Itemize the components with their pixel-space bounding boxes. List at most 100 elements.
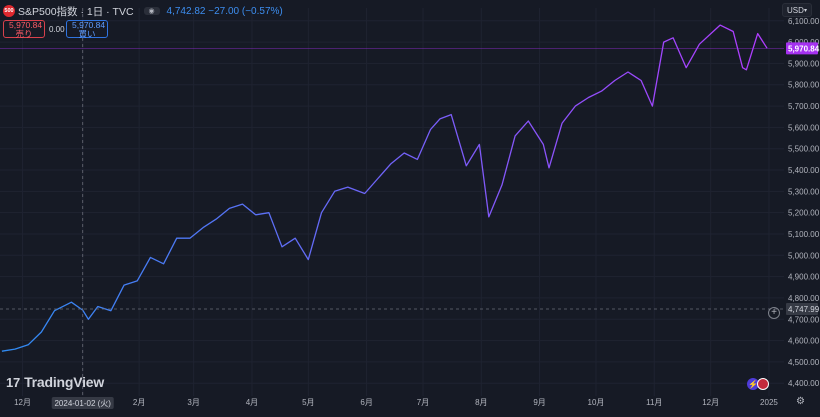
data-point bbox=[417, 159, 418, 160]
data-point bbox=[176, 238, 177, 239]
data-point bbox=[242, 204, 243, 205]
chart-header: 500 S&P500指数 · 1日 · TVC ◉ 4,742.82 −27.0… bbox=[3, 4, 283, 18]
data-point bbox=[364, 193, 365, 194]
data-point bbox=[123, 285, 124, 286]
sell-price: 5,970.84 bbox=[9, 20, 43, 30]
symbol-title[interactable]: S&P500指数 · 1日 · TVC bbox=[18, 5, 134, 18]
currency-selector[interactable]: USD ▾ bbox=[782, 3, 812, 17]
tradingview-logo[interactable]: 17 TradingView bbox=[6, 374, 104, 390]
data-point bbox=[390, 163, 391, 164]
sell-button[interactable]: 5,970.84 売り bbox=[3, 20, 45, 39]
lightning-event-icon[interactable]: ⚡ bbox=[747, 378, 759, 390]
y-tick-label: 5,400.00 bbox=[788, 166, 820, 175]
data-point bbox=[202, 227, 203, 228]
data-point bbox=[137, 280, 138, 281]
data-point bbox=[321, 212, 322, 213]
y-tick-label: 4,700.00 bbox=[788, 315, 820, 324]
last-price-label: 5,970.84 bbox=[788, 44, 820, 53]
data-point bbox=[439, 118, 440, 119]
y-tick-label: 5,600.00 bbox=[788, 123, 820, 132]
data-point bbox=[746, 69, 747, 70]
data-point bbox=[41, 331, 42, 332]
data-point bbox=[14, 348, 15, 349]
x-tick-label: 9月 bbox=[533, 398, 545, 407]
x-tick-label: 11月 bbox=[646, 398, 662, 407]
data-point bbox=[150, 257, 151, 258]
data-point bbox=[334, 191, 335, 192]
data-point bbox=[347, 186, 348, 187]
data-point bbox=[1, 351, 2, 352]
x-tick-label: 4月 bbox=[246, 398, 258, 407]
buy-price: 5,970.84 bbox=[72, 20, 106, 30]
y-tick-label: 4,600.00 bbox=[788, 337, 820, 346]
gear-icon[interactable]: ⚙ bbox=[796, 396, 805, 407]
data-point bbox=[757, 33, 758, 34]
x-tick-label: 12月 bbox=[14, 398, 31, 407]
crosshair-date-box bbox=[51, 397, 114, 409]
data-point bbox=[614, 80, 615, 81]
us-flag-event-icon[interactable] bbox=[757, 378, 769, 390]
y-tick-label: 5,500.00 bbox=[788, 145, 820, 154]
y-tick-label: 4,800.00 bbox=[788, 294, 820, 303]
add-price-level-button[interactable]: + bbox=[768, 307, 780, 319]
x-tick-label: 7月 bbox=[417, 398, 429, 407]
tradingview-wordmark: TradingView bbox=[24, 374, 105, 390]
data-point bbox=[308, 259, 309, 260]
data-point bbox=[377, 178, 378, 179]
data-point bbox=[451, 114, 452, 115]
y-tick-label: 5,100.00 bbox=[788, 230, 820, 239]
data-point bbox=[97, 306, 98, 307]
data-point bbox=[548, 167, 549, 168]
data-point bbox=[268, 212, 269, 213]
data-point bbox=[528, 120, 529, 121]
x-tick-label: 2月 bbox=[133, 398, 145, 407]
data-point bbox=[672, 37, 673, 38]
data-point bbox=[216, 218, 217, 219]
y-tick-label: 5,900.00 bbox=[788, 59, 820, 68]
data-point bbox=[88, 319, 89, 320]
data-point bbox=[404, 152, 405, 153]
buy-button[interactable]: 5,970.84 買い bbox=[66, 20, 108, 39]
y-tick-label: 4,500.00 bbox=[788, 358, 820, 367]
y-tick-label: 5,200.00 bbox=[788, 209, 820, 218]
data-point bbox=[479, 144, 480, 145]
eye-icon[interactable]: ◉ bbox=[143, 7, 160, 15]
data-point bbox=[71, 302, 72, 303]
x-tick-label: 3月 bbox=[187, 398, 199, 407]
data-point bbox=[281, 246, 282, 247]
y-tick-label: 5,300.00 bbox=[788, 187, 820, 196]
x-tick-label: 6月 bbox=[360, 398, 372, 407]
chevron-down-icon: ▾ bbox=[803, 7, 807, 14]
data-point bbox=[488, 216, 489, 217]
data-point bbox=[189, 238, 190, 239]
data-point bbox=[163, 263, 164, 264]
data-point bbox=[742, 67, 743, 68]
data-point bbox=[699, 44, 700, 45]
data-point bbox=[515, 135, 516, 136]
data-point bbox=[652, 105, 653, 106]
data-point bbox=[110, 310, 111, 311]
currency-label: USD bbox=[787, 5, 804, 15]
x-tick-label: 2025 bbox=[760, 398, 778, 407]
data-point bbox=[686, 67, 687, 68]
data-point bbox=[733, 31, 734, 32]
buy-label: 買い bbox=[78, 29, 96, 39]
data-point bbox=[719, 24, 720, 25]
series-line bbox=[1, 24, 768, 352]
ohlc-quote: 4,742.82 −27.00 (−0.57%) bbox=[166, 5, 283, 17]
data-point bbox=[229, 208, 230, 209]
sell-label: 売り bbox=[15, 29, 33, 39]
data-point bbox=[543, 144, 544, 145]
crosshair-price-box bbox=[786, 303, 818, 316]
data-point bbox=[466, 165, 467, 166]
x-tick-label: 8月 bbox=[475, 398, 487, 407]
data-point bbox=[54, 310, 55, 311]
data-point bbox=[588, 97, 589, 98]
data-point bbox=[295, 238, 296, 239]
y-tick-label: 5,700.00 bbox=[788, 102, 820, 111]
y-tick-label: 4,400.00 bbox=[788, 379, 820, 388]
data-point bbox=[663, 42, 664, 43]
data-point bbox=[430, 129, 431, 130]
